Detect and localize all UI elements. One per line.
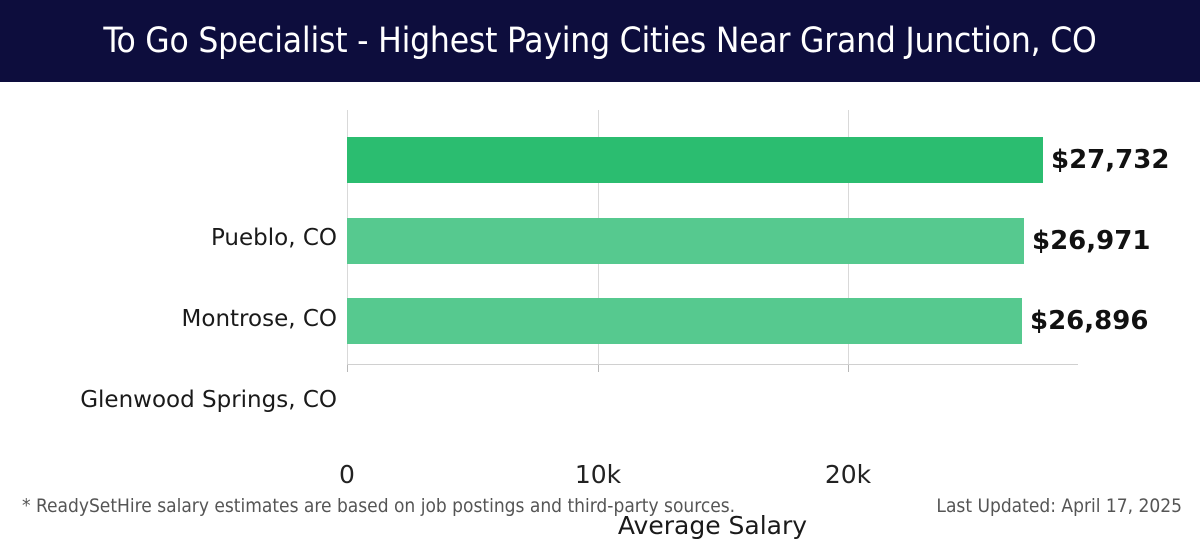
x-tick-label-20k: 20k bbox=[824, 460, 872, 489]
page-title: To Go Specialist - Highest Paying Cities… bbox=[103, 21, 1097, 61]
x-axis-line bbox=[347, 364, 1078, 365]
tick-mark-20k bbox=[848, 365, 849, 372]
plot-area: $27,732 $26,971 $26,896 bbox=[347, 110, 1169, 372]
x-tick-label-10k: 10k bbox=[574, 460, 622, 489]
bar-0[interactable] bbox=[347, 137, 1043, 183]
category-label-2: Glenwood Springs, CO bbox=[80, 387, 337, 413]
chart-header-bar: To Go Specialist - Highest Paying Cities… bbox=[0, 0, 1200, 82]
chart-region: Pueblo, CO Montrose, CO Glenwood Springs… bbox=[0, 82, 1200, 540]
tick-mark-10k bbox=[598, 365, 599, 372]
tick-mark-0 bbox=[347, 365, 348, 372]
bar-value-label-2: $26,896 bbox=[1030, 306, 1149, 336]
bar-2[interactable] bbox=[347, 298, 1022, 344]
bar-value-label-0: $27,732 bbox=[1051, 145, 1170, 175]
x-tick-label-0: 0 bbox=[339, 460, 355, 489]
footer: * ReadySetHire salary estimates are base… bbox=[0, 495, 1200, 540]
category-label-0: Pueblo, CO bbox=[210, 225, 337, 251]
footer-disclaimer: * ReadySetHire salary estimates are base… bbox=[22, 495, 736, 517]
category-label-1: Montrose, CO bbox=[181, 306, 337, 332]
footer-last-updated: Last Updated: April 17, 2025 bbox=[936, 495, 1182, 517]
y-axis-category-labels: Pueblo, CO Montrose, CO Glenwood Springs… bbox=[0, 192, 337, 447]
x-axis-title: Average Salary bbox=[617, 511, 808, 540]
bar-value-label-1: $26,971 bbox=[1032, 226, 1151, 256]
bar-1[interactable] bbox=[347, 218, 1024, 264]
